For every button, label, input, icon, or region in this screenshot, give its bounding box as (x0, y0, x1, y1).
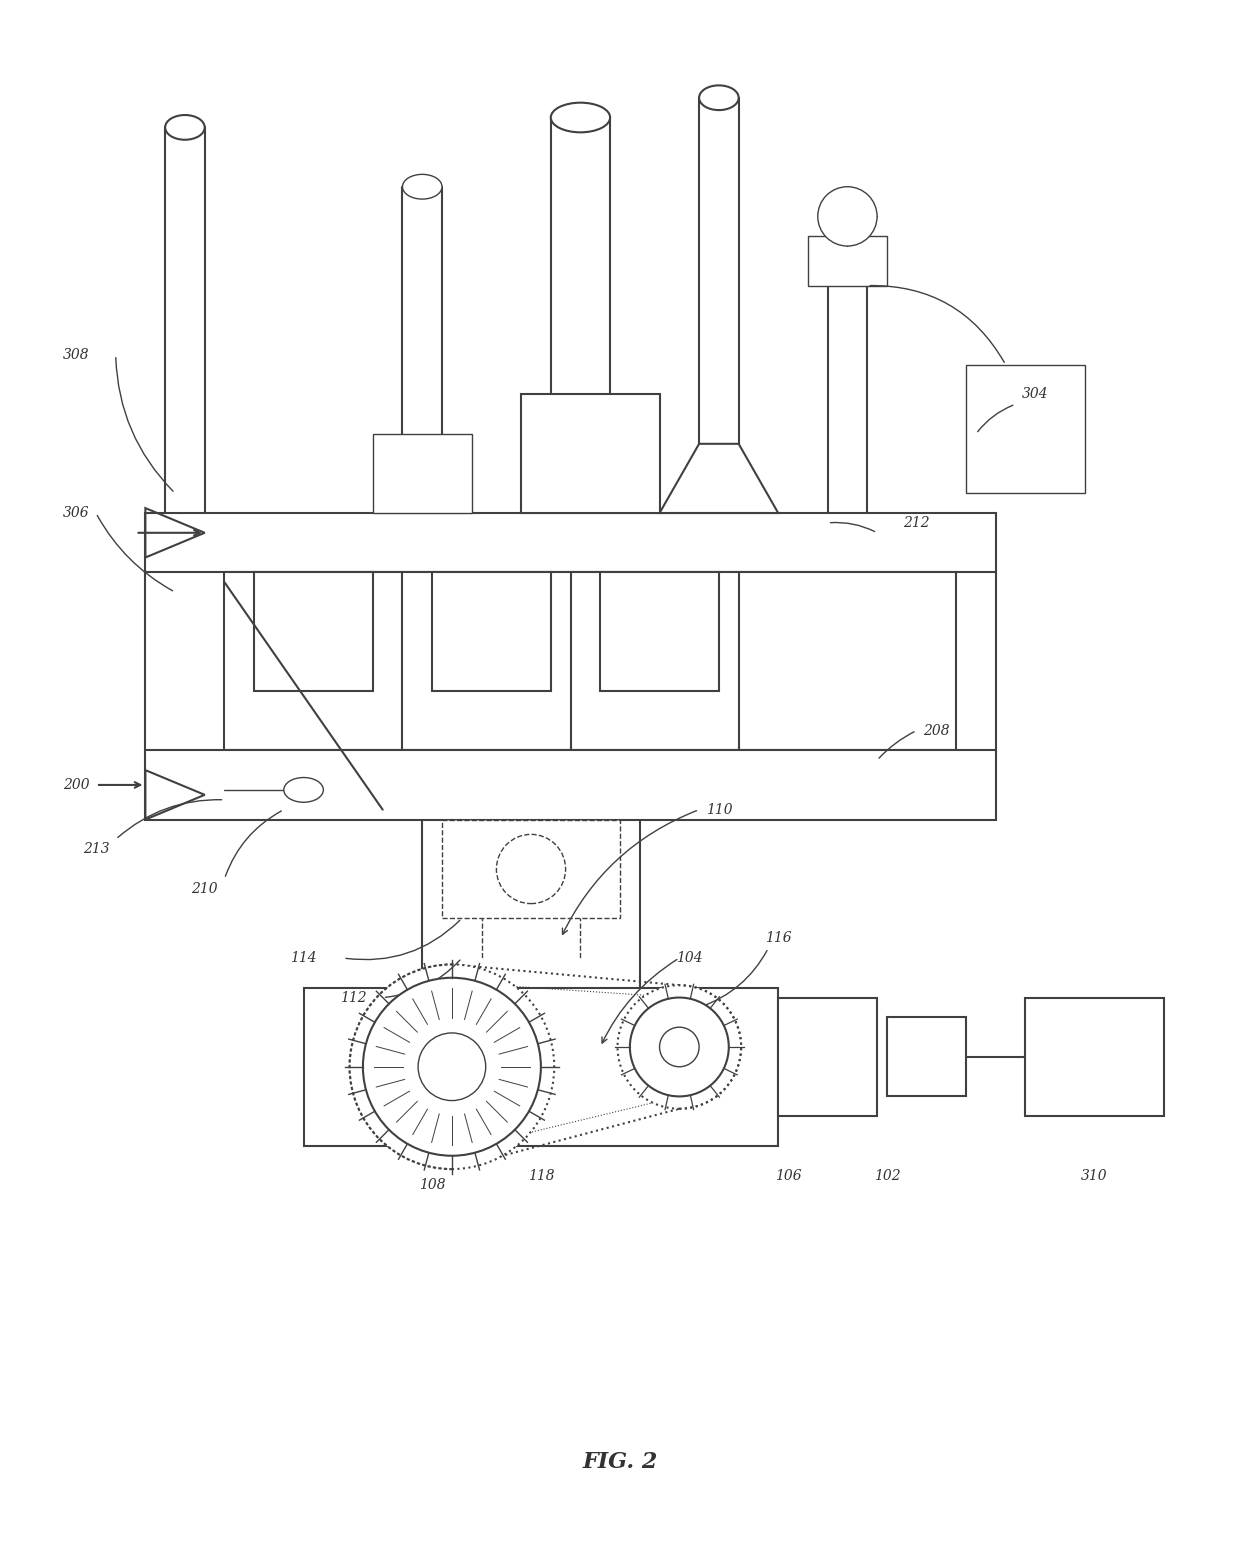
Bar (966, 365, 1085, 493)
Text: 310: 310 (1081, 1168, 1107, 1182)
Text: 304: 304 (1022, 387, 1049, 401)
Text: 208: 208 (923, 724, 950, 738)
Text: 108: 108 (419, 1178, 445, 1192)
Text: 110: 110 (706, 803, 732, 817)
Ellipse shape (403, 175, 441, 200)
Text: 200: 200 (63, 778, 89, 792)
Text: 102: 102 (874, 1168, 900, 1182)
Bar (887, 1017, 966, 1097)
Text: 116: 116 (765, 931, 791, 945)
Bar (373, 434, 471, 513)
Text: 308: 308 (63, 348, 89, 362)
Text: 212: 212 (903, 516, 930, 530)
Bar (1025, 997, 1164, 1117)
Circle shape (363, 978, 541, 1156)
Bar (600, 573, 719, 691)
Bar (254, 573, 373, 691)
Bar (441, 819, 620, 919)
Text: 213: 213 (83, 842, 109, 856)
Circle shape (350, 964, 554, 1168)
Bar (145, 750, 996, 819)
Bar (521, 395, 660, 513)
Bar (808, 236, 887, 285)
Ellipse shape (551, 103, 610, 133)
Circle shape (660, 1026, 699, 1067)
Circle shape (618, 986, 742, 1109)
Text: 118: 118 (527, 1168, 554, 1182)
Bar (224, 573, 956, 750)
Bar (779, 997, 877, 1117)
Circle shape (496, 835, 565, 903)
Ellipse shape (699, 86, 739, 111)
Text: 104: 104 (676, 952, 703, 966)
Text: 210: 210 (191, 881, 218, 895)
Circle shape (630, 997, 729, 1097)
Text: 106: 106 (775, 1168, 801, 1182)
Ellipse shape (284, 777, 324, 802)
Bar (145, 513, 996, 573)
Text: 114: 114 (290, 952, 317, 966)
Ellipse shape (165, 115, 205, 140)
Bar (304, 987, 779, 1147)
Text: FIG. 2: FIG. 2 (583, 1451, 657, 1473)
Bar (432, 573, 551, 691)
Text: 306: 306 (63, 505, 89, 519)
Text: 112: 112 (340, 991, 366, 1005)
Circle shape (817, 187, 877, 246)
Circle shape (418, 1033, 486, 1100)
